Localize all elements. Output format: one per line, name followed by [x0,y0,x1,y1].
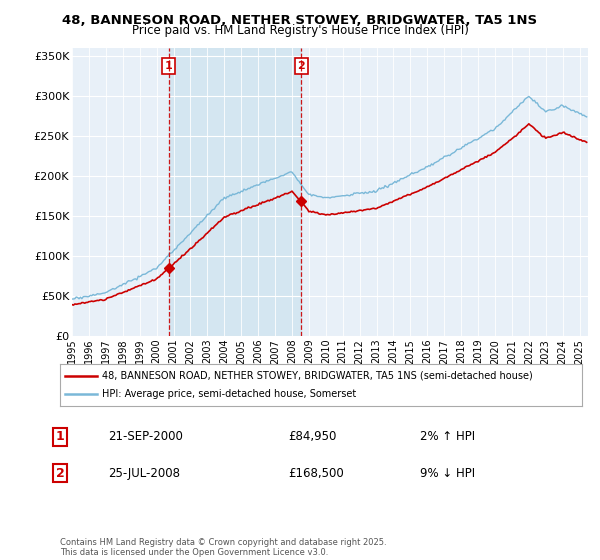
Text: £168,500: £168,500 [288,466,344,480]
Bar [169,48,301,336]
Text: 2% ↑ HPI: 2% ↑ HPI [420,430,475,444]
Text: £84,950: £84,950 [288,430,337,444]
Text: 21-SEP-2000: 21-SEP-2000 [108,430,183,444]
Text: HPI: Average price, semi-detached house, Somerset: HPI: Average price, semi-detached house,… [102,389,356,399]
Text: 25-JUL-2008: 25-JUL-2008 [108,466,180,480]
Text: 2: 2 [298,61,305,71]
Text: 2: 2 [56,466,64,480]
Text: 48, BANNESON ROAD, NETHER STOWEY, BRIDGWATER, TA5 1NS: 48, BANNESON ROAD, NETHER STOWEY, BRIDGW… [62,14,538,27]
Text: Contains HM Land Registry data © Crown copyright and database right 2025.
This d: Contains HM Land Registry data © Crown c… [60,538,386,557]
Text: Price paid vs. HM Land Registry's House Price Index (HPI): Price paid vs. HM Land Registry's House … [131,24,469,36]
Text: 1: 1 [56,430,64,444]
Text: 48, BANNESON ROAD, NETHER STOWEY, BRIDGWATER, TA5 1NS (semi-detached house): 48, BANNESON ROAD, NETHER STOWEY, BRIDGW… [102,371,533,381]
Text: 1: 1 [165,61,173,71]
Text: 9% ↓ HPI: 9% ↓ HPI [420,466,475,480]
